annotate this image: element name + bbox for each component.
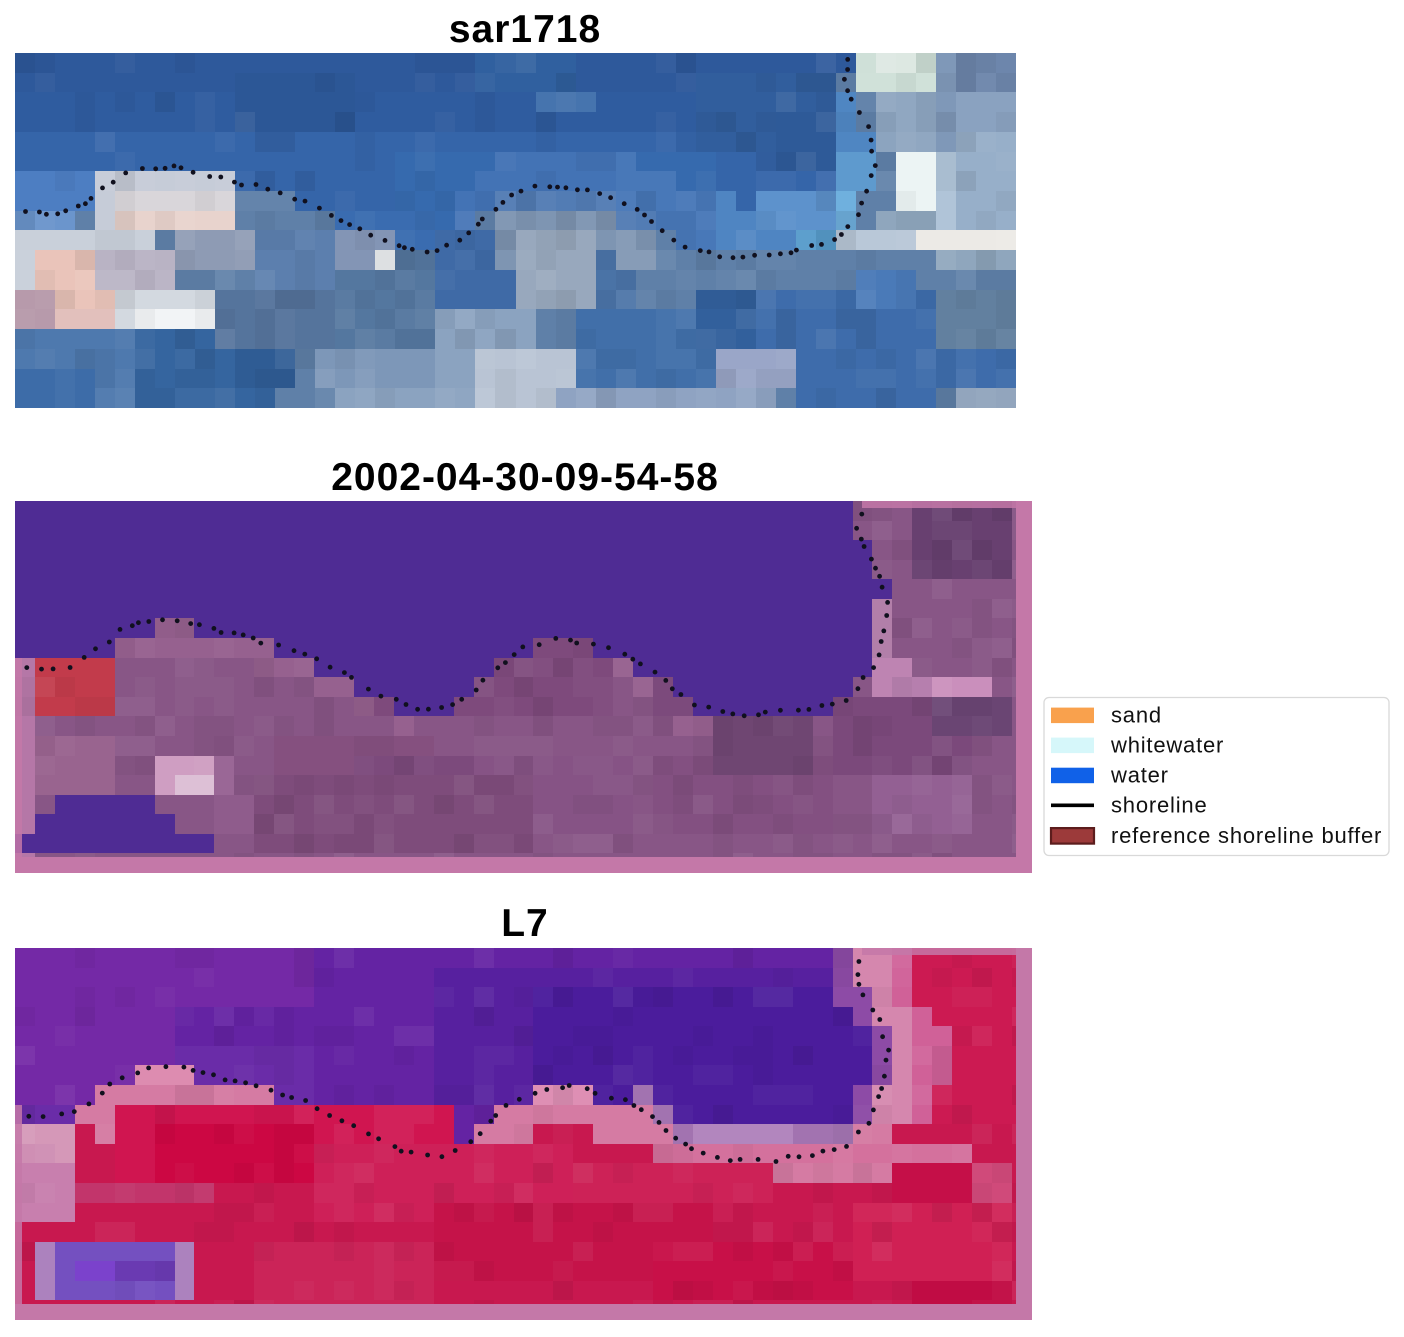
svg-text:2002-04-30-09-54-58: 2002-04-30-09-54-58 — [331, 456, 719, 499]
svg-text:water: water — [1110, 763, 1169, 788]
svg-text:shoreline: shoreline — [1111, 793, 1207, 818]
svg-text:sar1718: sar1718 — [449, 8, 601, 51]
svg-text:reference shoreline buffer: reference shoreline buffer — [1111, 823, 1382, 848]
svg-text:L7: L7 — [501, 902, 549, 945]
svg-text:whitewater: whitewater — [1110, 733, 1224, 758]
svg-text:sand: sand — [1111, 703, 1162, 728]
